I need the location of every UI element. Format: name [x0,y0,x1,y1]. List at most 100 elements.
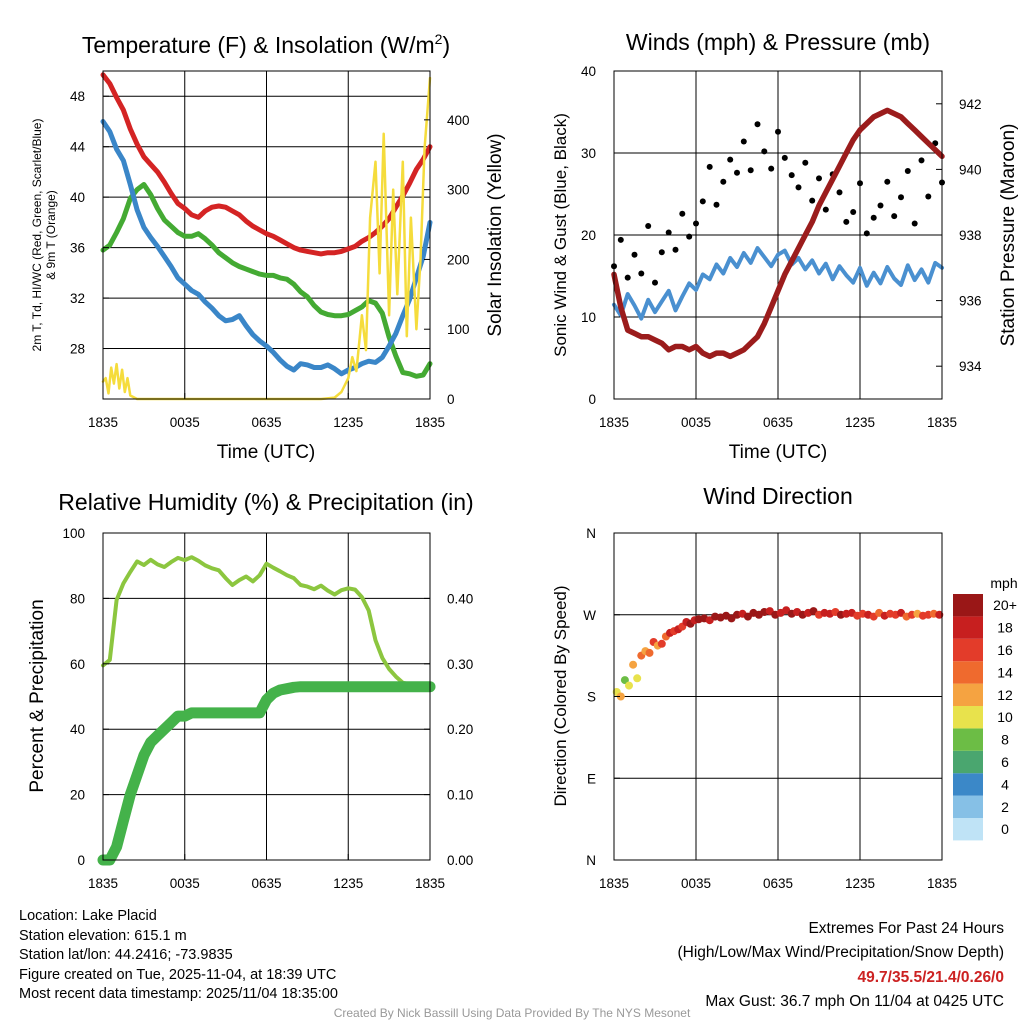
temperature-series [100,72,433,401]
y-tick-label: S [587,690,596,705]
gust-point [706,163,713,170]
legend-label: 6 [1001,754,1009,770]
y2-tick-label: 934 [959,359,982,374]
gust-point [713,201,720,208]
max-gust-text: Max Gust: 36.7 mph On 11/04 at 0425 UTC [705,992,1004,1010]
gust-point [918,157,925,164]
legend-swatch [953,706,983,729]
y2-tick-label: 936 [959,294,982,309]
gust-point [850,209,857,215]
gust-point [795,184,802,191]
y-tick-label: 60 [70,657,85,672]
y2-tick-label: 0 [447,392,455,407]
winds-ylabel-right: Station Pressure (Maroon) [998,124,1019,347]
winds-xlabel: Time (UTC) [729,442,828,463]
humidity-ylabel-left: Percent & Precipitation [27,599,48,792]
gust-point [652,279,658,286]
gust-point [645,223,652,229]
y-tick-label: N [586,853,596,868]
winds-series [611,107,945,360]
x-tick-label: 1835 [88,876,118,891]
direction-point [633,674,642,683]
extremes-info: Extremes For Past 24 Hours (High/Low/Max… [678,917,1005,1014]
temperature-ylabel-left-line1: 2m T, Td, HI/WC (Red, Green, Scarlet/Blu… [30,119,44,352]
direction-ylabel-left: Direction (Colored By Speed) [551,585,570,806]
gust-point [693,220,699,227]
temperature-xlabel: Time (UTC) [217,442,316,463]
x-tick-label: 0035 [170,415,200,430]
x-tick-label: 1835 [88,415,118,430]
direction-point [935,610,944,619]
gust-point [720,178,727,185]
x-tick-label: 1835 [599,876,629,891]
gust-point [904,168,911,174]
direction-point [616,692,625,701]
legend-label: 8 [1001,732,1009,748]
y2-tick-label: 100 [447,322,470,337]
y-tick-label: 32 [70,291,85,306]
y2-tick-label: 400 [447,113,470,128]
legend-swatch [953,661,983,684]
x-tick-label: 1835 [599,415,629,430]
x-tick-label: 1235 [333,415,363,430]
series-line-relative-humidity [101,555,432,688]
gust-point [809,197,816,204]
x-tick-label: 0635 [251,876,281,891]
legend-swatch [953,728,983,751]
legend-label: 2 [1001,799,1009,815]
legend-label: 12 [997,687,1013,703]
direction-grid [614,533,942,860]
x-tick-label: 1835 [927,415,957,430]
legend-label: 0 [1001,821,1009,837]
gust-point [658,249,665,256]
gust-point [857,180,863,187]
extremes-subheading: (High/Low/Max Wind/Precipitation/Snow De… [677,944,1005,962]
gust-point [631,251,638,258]
y-tick-label: 80 [70,591,85,606]
winds-panel: Winds (mph) & Pressure (mb) 1835 0035 0635… [551,29,1019,463]
gust-point [870,214,877,221]
y2-tick-label: 940 [959,162,982,177]
extremes-heading: Extremes For Past 24 Hours [808,920,1004,937]
temperature-ylabel-left-line2: & 9m T (Orange) [44,190,58,280]
legend-swatch [953,795,983,818]
y-tick-label: 20 [70,788,85,803]
series-line-hi-wc [100,119,433,377]
y-tick-label: 40 [70,722,85,737]
gust-point [665,229,672,236]
winds-title: Winds (mph) & Pressure (mb) [626,29,930,55]
gust-point [822,206,829,213]
gust-point [843,218,850,225]
gust-point [925,193,932,200]
temperature-title: Temperature (F) & Insolation (W/m2) [82,31,450,58]
winds-grid [614,71,942,399]
humidity-panel: Relative Humidity (%) & Precipitation (i… [27,489,474,891]
x-tick-label: 0635 [763,876,793,891]
gust-point [884,178,891,185]
humidity-series [97,555,436,866]
station-info: Location: Lake Placid Station elevation:… [19,907,338,1005]
gust-point [911,220,918,227]
gust-point [877,202,884,209]
legend-swatch [953,594,983,617]
legend-label: 16 [997,642,1013,658]
credit-text: Created By Nick Bassill Using Data Provi… [333,1006,691,1020]
gust-point [863,230,870,237]
legend-label: 18 [997,620,1013,636]
y-tick-label: 40 [581,64,596,79]
direction-point [629,660,638,669]
x-tick-label: 0035 [681,415,711,430]
winds-axes: 1835 0035 0635 1235 183501020304093493693894… [581,64,982,430]
legend-label: 14 [997,664,1013,680]
legend-swatch [953,638,983,662]
temperature-panel: Temperature (F) & Insolation (W/m2) 1835… [30,31,506,463]
legend-label: 4 [1001,776,1009,792]
direction-series [612,606,944,701]
y-tick-label: 0 [77,853,85,868]
x-tick-label: 0035 [170,876,200,891]
series-line-2m-t [100,72,433,257]
series-line-td [100,182,433,379]
y-tick-label: N [586,526,596,541]
y2-tick-label: 300 [447,183,470,198]
